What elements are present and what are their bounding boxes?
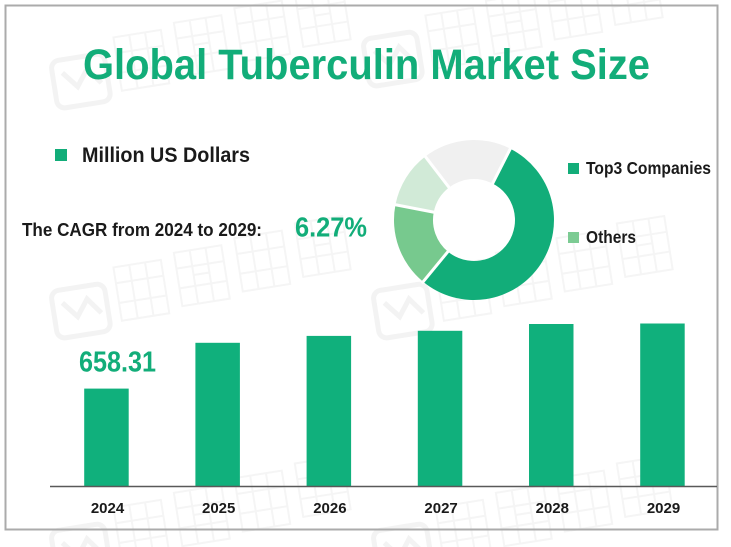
svg-text:Top3 Companies: Top3 Companies bbox=[586, 158, 711, 178]
svg-text:2027: 2027 bbox=[424, 500, 457, 517]
svg-text:658.31: 658.31 bbox=[79, 347, 156, 379]
svg-text:The CAGR from 2024 to 2029:: The CAGR from 2024 to 2029: bbox=[22, 219, 262, 240]
svg-text:2026: 2026 bbox=[313, 500, 346, 517]
svg-text:6.27%: 6.27% bbox=[295, 212, 367, 243]
svg-text:Global Tuberculin Market Size: Global Tuberculin Market Size bbox=[83, 41, 650, 89]
svg-text:2025: 2025 bbox=[202, 500, 235, 517]
svg-text:2024: 2024 bbox=[91, 500, 125, 517]
svg-text:2029: 2029 bbox=[647, 500, 680, 517]
svg-text:2028: 2028 bbox=[536, 500, 569, 517]
svg-text:Million US Dollars: Million US Dollars bbox=[82, 144, 250, 167]
svg-text:Others: Others bbox=[586, 227, 636, 247]
